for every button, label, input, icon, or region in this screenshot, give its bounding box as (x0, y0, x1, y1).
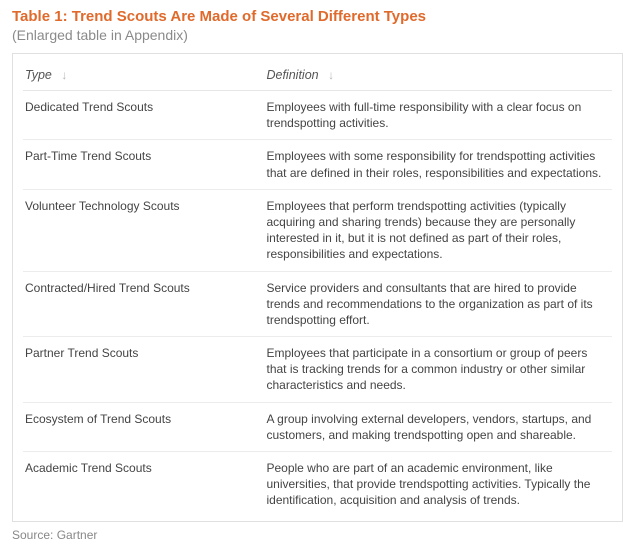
cell-definition: Employees that perform trendspotting act… (264, 189, 612, 271)
sort-arrow-icon: ↓ (328, 69, 334, 81)
cell-definition: A group involving external developers, v… (264, 402, 612, 451)
cell-type: Volunteer Technology Scouts (23, 189, 264, 271)
table-row: Partner Trend Scouts Employees that part… (23, 337, 612, 403)
cell-type: Dedicated Trend Scouts (23, 91, 264, 140)
cell-type: Partner Trend Scouts (23, 337, 264, 403)
cell-type: Ecosystem of Trend Scouts (23, 402, 264, 451)
cell-type: Contracted/Hired Trend Scouts (23, 271, 264, 337)
cell-definition: Employees with some responsibility for t… (264, 140, 612, 189)
table-row: Contracted/Hired Trend Scouts Service pr… (23, 271, 612, 337)
table-body: Dedicated Trend Scouts Employees with fu… (23, 91, 612, 517)
cell-definition: Employees with full-time responsibility … (264, 91, 612, 140)
cell-definition: Employees that participate in a consorti… (264, 337, 612, 403)
trend-scouts-table: Type ↓ Definition ↓ Dedicated Trend Scou… (23, 58, 612, 517)
column-header-label: Definition (266, 68, 318, 82)
cell-type: Part-Time Trend Scouts (23, 140, 264, 189)
column-header-type[interactable]: Type ↓ (23, 58, 264, 91)
source-attribution: Source: Gartner (12, 528, 623, 542)
table-header-row: Type ↓ Definition ↓ (23, 58, 612, 91)
table-row: Academic Trend Scouts People who are par… (23, 452, 612, 517)
table-row: Part-Time Trend Scouts Employees with so… (23, 140, 612, 189)
cell-definition: Service providers and consultants that a… (264, 271, 612, 337)
column-header-definition[interactable]: Definition ↓ (264, 58, 612, 91)
table-subtitle: (Enlarged table in Appendix) (12, 27, 623, 43)
cell-type: Academic Trend Scouts (23, 452, 264, 517)
table-title: Table 1: Trend Scouts Are Made of Severa… (12, 8, 623, 25)
table-row: Ecosystem of Trend Scouts A group involv… (23, 402, 612, 451)
column-header-label: Type (25, 68, 52, 82)
cell-definition: People who are part of an academic envir… (264, 452, 612, 517)
table-row: Volunteer Technology Scouts Employees th… (23, 189, 612, 271)
sort-arrow-icon: ↓ (61, 69, 67, 81)
table-row: Dedicated Trend Scouts Employees with fu… (23, 91, 612, 140)
table-card: Type ↓ Definition ↓ Dedicated Trend Scou… (12, 53, 623, 522)
